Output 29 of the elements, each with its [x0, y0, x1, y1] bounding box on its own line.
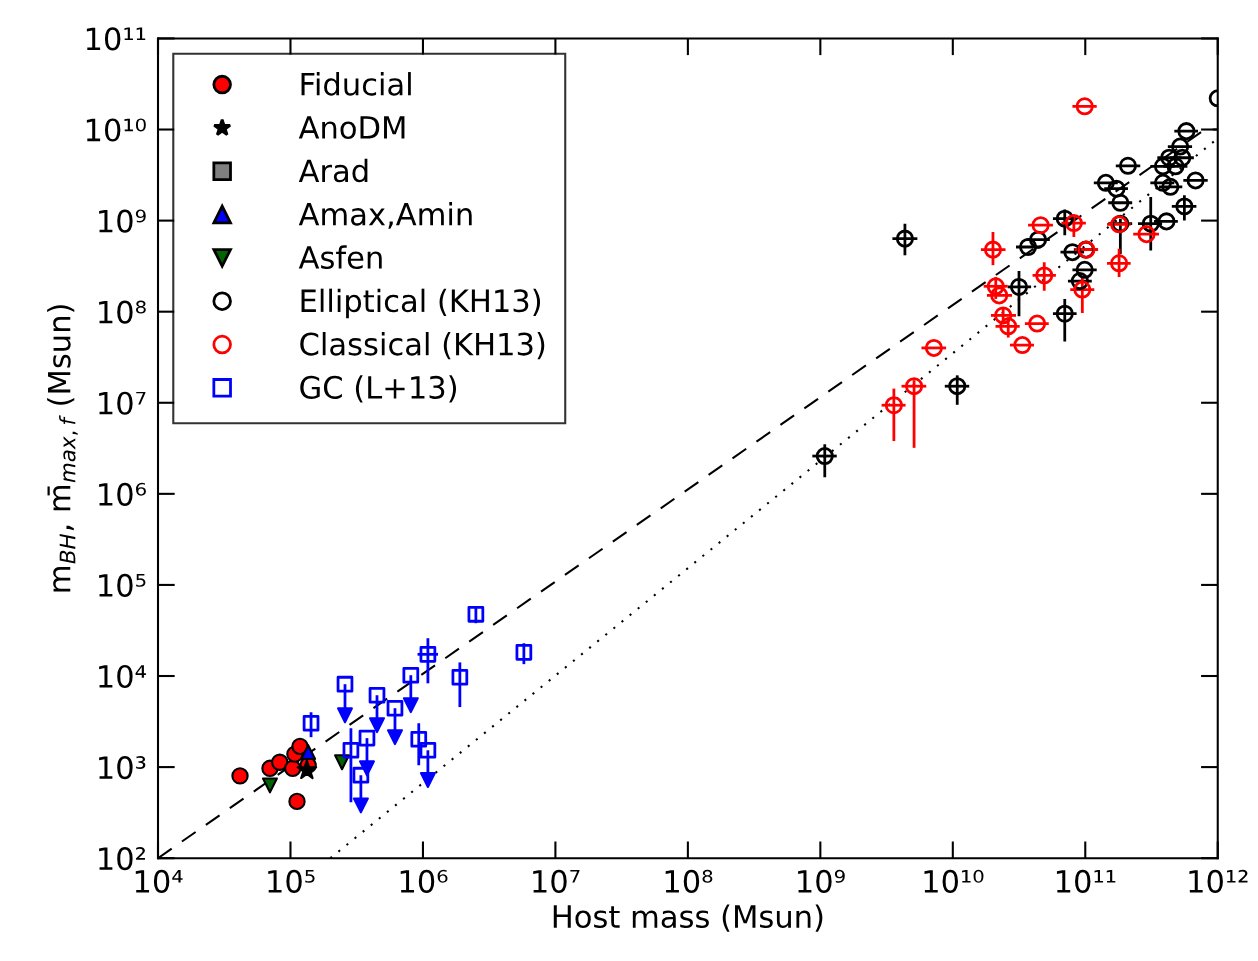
legend-label: Amax,Amin: [298, 202, 472, 229]
legend-label: Asfen: [298, 245, 382, 269]
y-tick-label: 10²: [99, 847, 145, 871]
x-tick-label: 10⁴: [135, 869, 183, 893]
x-axis-title: Host mass (Msun): [553, 904, 823, 932]
y-tick-label: 10⁴: [99, 664, 146, 689]
y-tick-label: 10⁶: [99, 482, 146, 506]
y-tick-label: 10¹¹: [86, 27, 146, 51]
y-tick-label: 10³: [99, 756, 146, 780]
x-tick-label: 10¹⁰: [924, 869, 984, 893]
y-tick-label: 10⁷: [99, 391, 146, 415]
x-tick-label: 10¹²: [1189, 869, 1248, 893]
y-tick-label: 10⁸: [99, 300, 146, 324]
x-tick-label: 10¹¹: [1056, 869, 1116, 893]
x-tick-label: 10⁵: [268, 869, 315, 893]
y-axis-title: m$_{BH}$, m̄$_{max,f}$ (Msun): [47, 305, 78, 592]
legend-label: AnoDM: [298, 116, 405, 140]
y-tick-label: 10⁵: [99, 573, 146, 597]
y-tick-label: 10⁹: [99, 209, 146, 233]
legend-label: Fiducial: [301, 72, 411, 96]
legend-label: Classical (KH13): [300, 331, 545, 360]
x-tick-label: 10⁹: [798, 869, 845, 893]
legend-label: GC (L+13): [300, 375, 457, 403]
x-tick-label: 10⁷: [533, 869, 580, 893]
x-tick-label: 10⁶: [400, 869, 448, 893]
legend-label: Elliptical (KH13): [301, 288, 541, 319]
x-tick-label: 10⁸: [665, 869, 713, 893]
y-tick-label: 10¹⁰: [86, 118, 146, 142]
legend-label: Arad: [298, 158, 368, 183]
